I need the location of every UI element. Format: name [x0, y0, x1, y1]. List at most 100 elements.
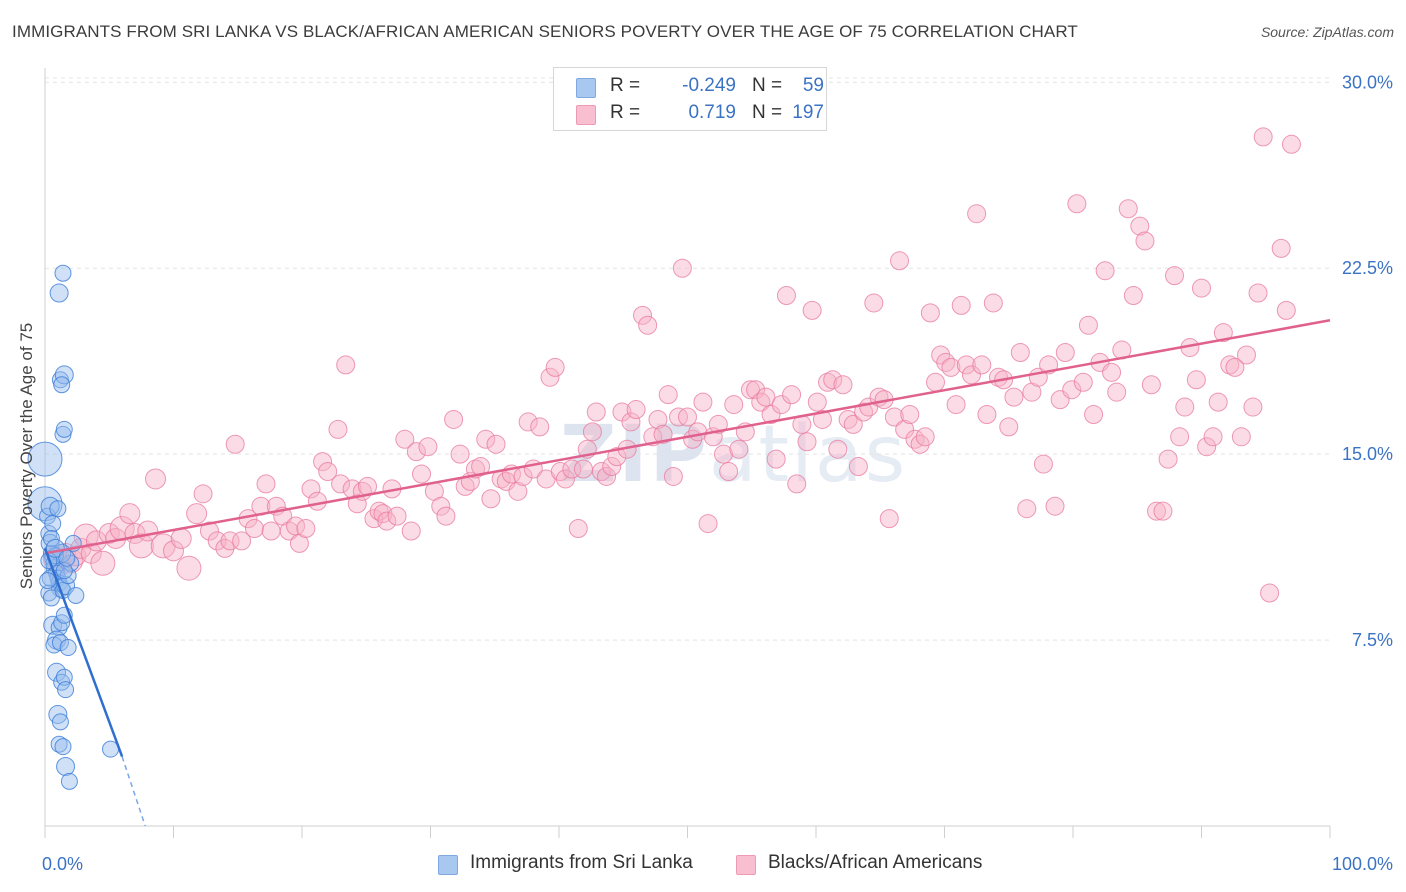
y-tick-label: 30.0%	[1342, 72, 1393, 92]
point-black	[983, 293, 1003, 313]
point-black	[193, 484, 213, 504]
point-black	[555, 469, 575, 489]
point-black	[1033, 454, 1053, 474]
point-black	[648, 409, 668, 429]
point-black	[562, 459, 582, 479]
point-black	[387, 506, 407, 526]
point-black	[638, 315, 658, 335]
y-tick-label: 7.5%	[1352, 630, 1393, 650]
point-black	[833, 375, 853, 395]
point-black	[915, 427, 935, 447]
point-black	[776, 286, 796, 306]
point-black	[450, 444, 470, 464]
point-black	[377, 511, 397, 531]
point-black	[336, 355, 356, 375]
point-black	[771, 395, 791, 415]
point-black	[708, 414, 728, 434]
x-tick-label: 0.0%	[42, 854, 83, 874]
point-black	[1102, 362, 1122, 382]
point-black	[318, 462, 338, 482]
point-black	[746, 380, 766, 400]
trend-line-black	[44, 319, 1331, 555]
chart-title: IMMIGRANTS FROM SRI LANKA VS BLACK/AFRIC…	[12, 22, 1078, 41]
x-tick-label: 100.0%	[1332, 854, 1393, 874]
point-black	[73, 523, 99, 549]
point-black	[1192, 278, 1211, 298]
point-black	[232, 531, 252, 551]
y-axis-label: Seniors Poverty Over the Age of 75	[17, 322, 36, 590]
point-black	[895, 419, 915, 439]
point-black	[90, 550, 116, 576]
point-black	[756, 387, 776, 407]
point-black	[540, 367, 560, 387]
point-sri-lanka	[39, 572, 57, 590]
point-black	[633, 305, 653, 325]
point-black	[967, 204, 987, 224]
point-black	[879, 509, 899, 529]
bottom-legend-swatch-black	[736, 855, 756, 875]
point-black	[1203, 427, 1223, 447]
point-black	[418, 437, 438, 457]
point-black	[663, 466, 683, 486]
point-black	[582, 422, 602, 442]
point-black	[719, 462, 739, 482]
point-black	[713, 444, 733, 464]
point-black	[1213, 323, 1233, 343]
point-sri-lanka	[59, 639, 77, 657]
point-sri-lanka	[55, 420, 73, 438]
point-sri-lanka	[53, 376, 71, 394]
point-black	[586, 402, 606, 422]
point-black	[890, 251, 910, 271]
legend-swatch-sri-lanka	[576, 78, 596, 98]
point-black	[1153, 501, 1173, 521]
point-black	[802, 300, 822, 320]
point-black	[961, 365, 981, 385]
point-black	[119, 503, 141, 525]
point-black	[530, 417, 550, 437]
point-black	[279, 521, 299, 541]
legend-n-value: 59	[802, 75, 824, 96]
point-black	[1055, 343, 1075, 363]
point-black	[693, 392, 713, 412]
series-black-points	[42, 127, 1301, 603]
point-black	[864, 293, 884, 313]
point-black	[1017, 499, 1037, 519]
point-black	[1197, 437, 1217, 457]
point-black	[1186, 370, 1206, 390]
point-sri-lanka	[27, 441, 63, 477]
point-black	[1123, 286, 1143, 306]
point-black	[331, 474, 351, 494]
point-black	[1220, 355, 1240, 375]
point-black	[347, 494, 367, 514]
point-black	[1062, 380, 1082, 400]
point-black	[1208, 392, 1228, 412]
point-sri-lanka	[55, 562, 73, 580]
point-black	[1095, 261, 1115, 281]
legend: R = -0.249 N = 59 R = 0.719 N = 197	[553, 67, 827, 131]
point-black	[486, 434, 506, 454]
point-black	[145, 468, 167, 490]
point-black	[301, 479, 321, 499]
point-black	[328, 419, 348, 439]
point-black	[296, 519, 316, 539]
point-black	[729, 439, 749, 459]
point-black	[395, 429, 415, 449]
point-black	[658, 385, 678, 405]
watermark-rest: atlas	[708, 410, 908, 500]
point-sri-lanka	[54, 264, 72, 282]
point-sri-lanka	[60, 772, 78, 790]
point-sri-lanka	[54, 738, 72, 756]
point-black	[1271, 238, 1291, 258]
point-black	[508, 481, 528, 501]
chart-source: Source: ZipAtlas.com	[1260, 24, 1394, 40]
point-black	[602, 457, 622, 477]
point-black	[672, 258, 692, 278]
point-black	[412, 464, 432, 484]
point-black	[740, 380, 760, 400]
point-black	[1253, 127, 1273, 147]
point-black	[261, 521, 281, 541]
point-black	[946, 395, 966, 415]
point-sri-lanka	[42, 529, 60, 547]
trend-line-sri-lanka-extension	[121, 756, 146, 827]
legend-swatch-black	[576, 105, 596, 125]
